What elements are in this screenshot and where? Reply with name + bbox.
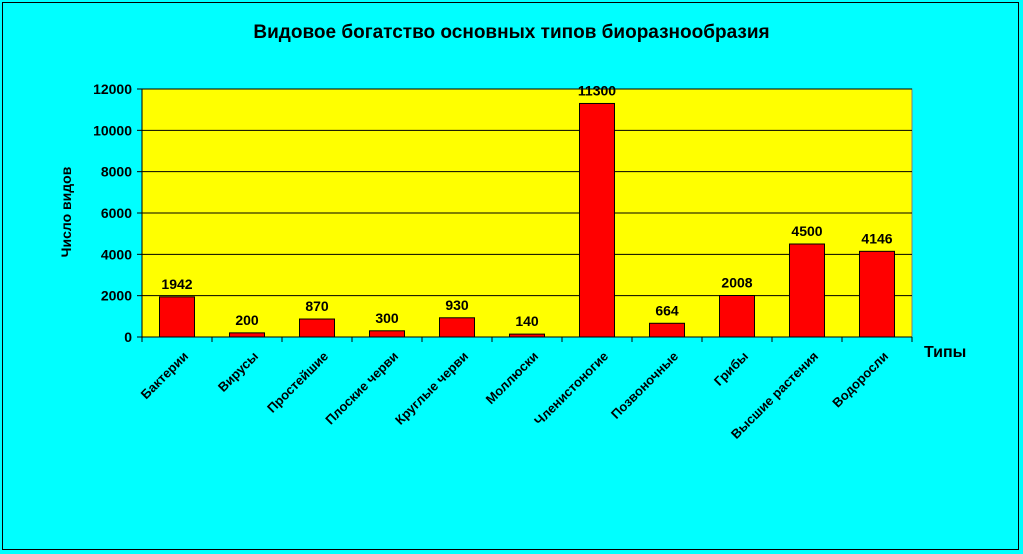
data-label: 11300 [578, 82, 616, 98]
category-label: Вирусы [215, 349, 261, 395]
y-tick-label: 12000 [93, 81, 132, 97]
bar [299, 318, 335, 338]
category-label: Круглые черви [392, 349, 471, 428]
bar [159, 296, 195, 338]
bar [509, 333, 545, 338]
y-tick-label: 10000 [93, 122, 132, 138]
data-label: 1942 [161, 276, 192, 292]
bar [789, 243, 825, 338]
category-label: Членистоногие [531, 349, 611, 429]
data-label: 664 [655, 302, 679, 318]
data-label: 200 [235, 312, 259, 328]
category-label: Плоские черви [322, 349, 401, 428]
category-label: Моллюски [483, 349, 541, 407]
y-tick-label: 2000 [101, 288, 132, 304]
bar [579, 102, 615, 338]
chart-title: Видовое богатство основных типов биоразн… [253, 22, 770, 43]
bar [649, 322, 685, 338]
bar [229, 332, 265, 338]
y-tick-label: 0 [124, 329, 132, 345]
y-tick-label: 4000 [101, 246, 132, 262]
data-label: 300 [375, 310, 399, 326]
y-tick-label: 6000 [101, 205, 132, 221]
data-label: 870 [305, 298, 329, 314]
data-label: 2008 [721, 275, 752, 291]
bar [369, 330, 405, 338]
category-label: Водоросли [829, 349, 891, 411]
category-label: Простейшие [264, 349, 331, 416]
bar [439, 317, 475, 338]
x-axis-label: Типы [924, 344, 967, 361]
data-label: 930 [445, 297, 469, 313]
bar [859, 250, 895, 338]
data-label: 4500 [791, 223, 822, 239]
bar [719, 295, 755, 338]
category-label: Бактерии [138, 349, 191, 402]
category-label: Позвоночные [608, 349, 681, 422]
data-label: 4146 [861, 230, 892, 246]
y-tick-label: 8000 [101, 164, 132, 180]
category-label: Грибы [711, 349, 751, 389]
data-label: 140 [515, 313, 539, 329]
